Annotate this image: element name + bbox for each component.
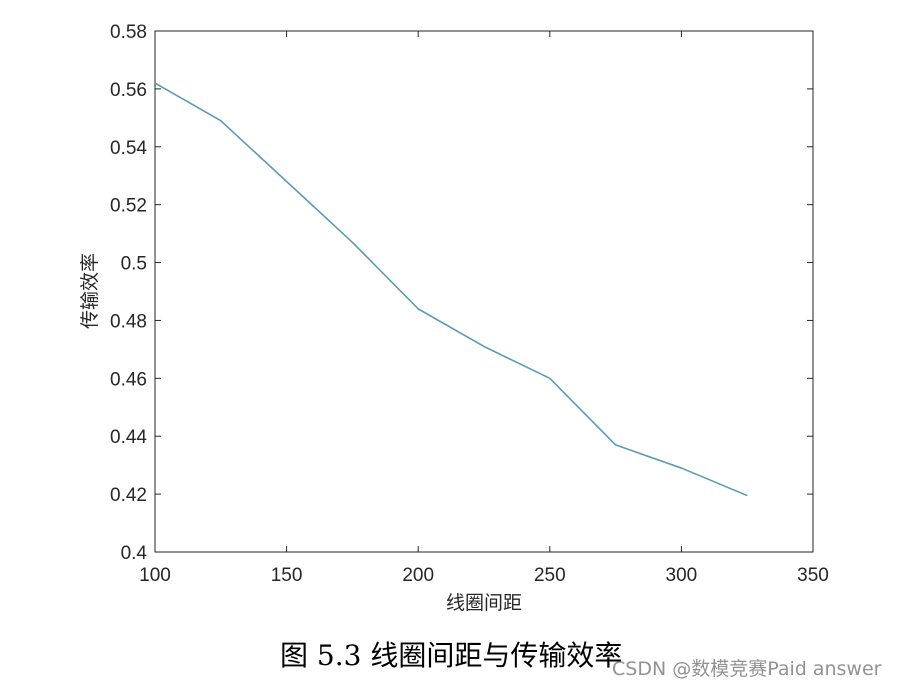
figure-caption: 图 5.3 线圈间距与传输效率: [280, 639, 623, 672]
x-tick-label: 200: [402, 565, 434, 586]
x-tick-label: 350: [797, 565, 829, 586]
x-tick-label: 100: [139, 565, 171, 586]
y-tick-label: 0.46: [110, 369, 147, 390]
x-tick-label: 150: [271, 565, 303, 586]
y-tick-label: 0.58: [110, 22, 147, 43]
plot-area: [154, 30, 814, 553]
x-axis-title: 线圈间距: [446, 592, 522, 614]
y-tick-label: 0.54: [110, 138, 147, 159]
y-tick-label: 0.42: [110, 485, 147, 506]
x-tick-label: 300: [666, 565, 698, 586]
y-tick-label: 0.56: [110, 80, 147, 101]
y-tick-label: 0.4: [121, 543, 148, 564]
y-tick-label: 0.48: [110, 311, 147, 332]
y-tick-label: 0.5: [121, 254, 147, 275]
series-layer: [154, 82, 748, 497]
watermark: CSDN @数模竞赛Paid answer: [612, 658, 882, 680]
series-line: [154, 82, 748, 497]
y-tick-label: 0.52: [110, 196, 147, 217]
y-tick-label: 0.44: [110, 427, 147, 448]
axes: 100 150 200 250 300 350 0.4 0.42 0.44 0.46 0.48 0.5…: [110, 22, 829, 586]
y-axis-title: 传输效率: [79, 253, 101, 329]
line-chart: 100 150 200 250 300 350 0.4 0.42 0.44 0.46 0.48 0.5…: [79, 22, 829, 614]
x-tick-label: 250: [534, 565, 566, 586]
